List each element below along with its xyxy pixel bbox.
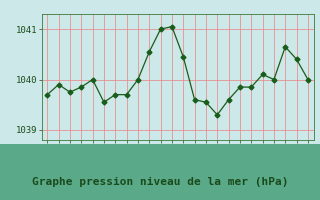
- Text: Graphe pression niveau de la mer (hPa): Graphe pression niveau de la mer (hPa): [32, 177, 288, 187]
